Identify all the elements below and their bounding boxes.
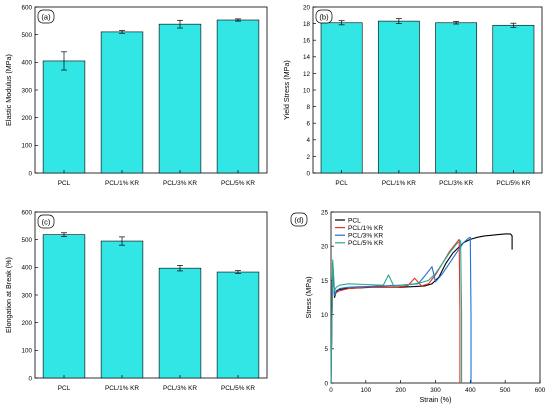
x-tick-label: 100 xyxy=(361,387,372,394)
x-tick-label: PCL/5% KR xyxy=(221,385,255,392)
panel-b: 0 2 4 6 8 10 12 14 16 18 20 PCL PCL/1% KR PCL/3% KR PC… xyxy=(282,4,543,187)
x-tick-label: PCL xyxy=(335,180,348,187)
y-tick-label: 14 xyxy=(303,54,311,61)
y-axis-label: Yield Stress (MPa) xyxy=(282,60,291,120)
panel-badge xyxy=(315,9,333,24)
x-tick-label: PCL/3% KR xyxy=(163,180,197,187)
y-tick-label: 6 xyxy=(306,121,310,128)
x-tick-label: PCL xyxy=(58,385,71,392)
x-tick-label: PCL/3% KR xyxy=(163,385,197,392)
panel-a: 0 100 200 300 400 500 600 PCL PCL/1% KR PCL/3% KR… xyxy=(4,4,268,187)
series-line xyxy=(330,238,461,384)
series-line xyxy=(330,233,513,384)
x-tick-label: 400 xyxy=(465,387,476,394)
panel-badge xyxy=(290,212,308,227)
bar xyxy=(42,234,86,379)
y-tick-label: 200 xyxy=(21,115,32,122)
bar xyxy=(100,240,144,379)
y-tick-label: 0 xyxy=(324,380,328,387)
bar xyxy=(216,19,260,174)
y-tick-label: 600 xyxy=(21,209,32,216)
bar xyxy=(435,22,478,174)
x-tick-label: PCL/5% KR xyxy=(221,180,255,187)
x-tick-label: PCL/1% KR xyxy=(105,180,139,187)
y-tick-label: 20 xyxy=(321,244,329,251)
x-tick-label: 600 xyxy=(535,387,546,394)
bar xyxy=(158,267,202,379)
x-tick-label: 300 xyxy=(430,387,441,394)
x-tick-label: PCL/1% KR xyxy=(105,385,139,392)
bar xyxy=(320,22,363,174)
y-axis-label: Stress (MPa) xyxy=(304,277,313,319)
y-tick-label: 2 xyxy=(306,154,310,161)
y-tick-label: 0 xyxy=(28,375,32,382)
bar xyxy=(42,60,86,174)
x-tick-label: 200 xyxy=(395,387,406,394)
y-tick-label: 300 xyxy=(21,292,32,299)
y-tick-label: 100 xyxy=(21,348,32,355)
bar xyxy=(158,23,202,174)
x-tick-label: PCL/3% KR xyxy=(439,180,473,187)
y-tick-label: 400 xyxy=(21,265,32,272)
x-tick-label: 0 xyxy=(329,387,333,394)
x-tick-label: PCL/5% KR xyxy=(496,180,530,187)
y-tick-label: 20 xyxy=(303,4,311,11)
y-tick-label: 10 xyxy=(303,87,311,94)
y-tick-label: 18 xyxy=(303,21,311,28)
y-axis-label: Elastic Modulus (MPa) xyxy=(4,54,13,126)
series-line xyxy=(330,240,463,384)
y-tick-label: 500 xyxy=(21,237,32,244)
y-tick-label: 10 xyxy=(321,312,329,319)
y-tick-label: 5 xyxy=(324,346,328,353)
y-tick-label: 16 xyxy=(303,38,311,45)
bar xyxy=(216,271,260,379)
y-tick-label: 4 xyxy=(306,137,310,144)
y-tick-label: 8 xyxy=(306,104,310,111)
bar xyxy=(492,24,535,174)
x-tick-label: PCL/1% KR xyxy=(382,180,416,187)
series-line xyxy=(330,236,472,384)
panel-label: (b) xyxy=(319,13,329,22)
panel-label: (c) xyxy=(42,218,51,227)
panel-label: (a) xyxy=(41,13,51,22)
y-axis-label: Elongation at Break (%) xyxy=(4,257,13,333)
y-tick-label: 500 xyxy=(21,32,32,39)
legend-label: PCL/3% KR xyxy=(348,233,383,240)
x-tick-label: PCL xyxy=(58,180,71,187)
panel-badge xyxy=(37,9,55,24)
y-tick-label: 600 xyxy=(21,4,32,11)
y-tick-label: 0 xyxy=(306,170,310,177)
y-tick-label: 15 xyxy=(321,278,329,285)
y-tick-label: 400 xyxy=(21,60,32,67)
x-tick-label: 500 xyxy=(500,387,511,394)
y-tick-label: 200 xyxy=(21,320,32,327)
x-axis-label: Strain (%) xyxy=(420,395,452,404)
bar xyxy=(377,20,420,174)
y-tick-label: 25 xyxy=(321,209,329,216)
panel-badge xyxy=(37,214,55,229)
legend-label: PCL xyxy=(348,217,361,224)
y-tick-label: 300 xyxy=(21,87,32,94)
legend-label: PCL/1% KR xyxy=(348,225,383,232)
y-tick-label: 100 xyxy=(21,143,32,150)
panel-label: (d) xyxy=(294,216,304,225)
legend-label: PCL/5% KR xyxy=(348,240,383,247)
panel-c: 0 100 200 300 400 500 600 PCL PCL/1% KR PCL/3% KR… xyxy=(4,209,268,392)
y-tick-label: 12 xyxy=(303,71,311,78)
bar xyxy=(100,31,144,174)
y-tick-label: 0 xyxy=(28,170,32,177)
